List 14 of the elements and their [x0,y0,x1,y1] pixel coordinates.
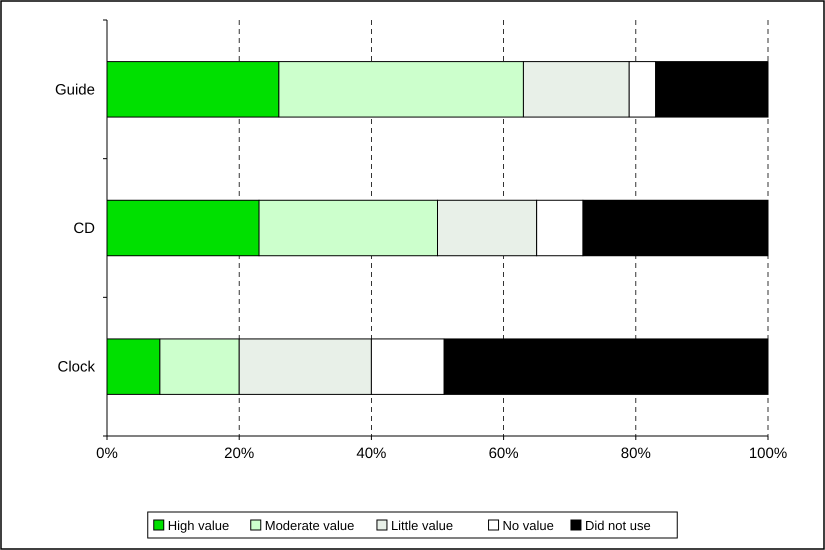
x-tick-label: 100% [748,445,788,462]
x-tick-label: 80% [620,445,651,462]
y-tick-label: CD [73,220,96,237]
legend-label: No value [502,518,554,533]
legend-label: Did not use [584,518,651,533]
x-tick-label: 60% [488,445,519,462]
legend-label: Moderate value [264,518,354,533]
x-tick-label: 20% [224,445,254,462]
x-tick-label: 0% [96,445,118,462]
y-tick-label: Clock [57,358,96,376]
legend-label: Little value [390,518,454,533]
x-tick-label: 40% [356,445,386,462]
legend-label: High value [168,518,230,533]
y-tick-label: Guide [54,81,95,98]
